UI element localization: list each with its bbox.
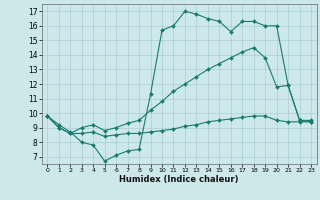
X-axis label: Humidex (Indice chaleur): Humidex (Indice chaleur) [119, 175, 239, 184]
